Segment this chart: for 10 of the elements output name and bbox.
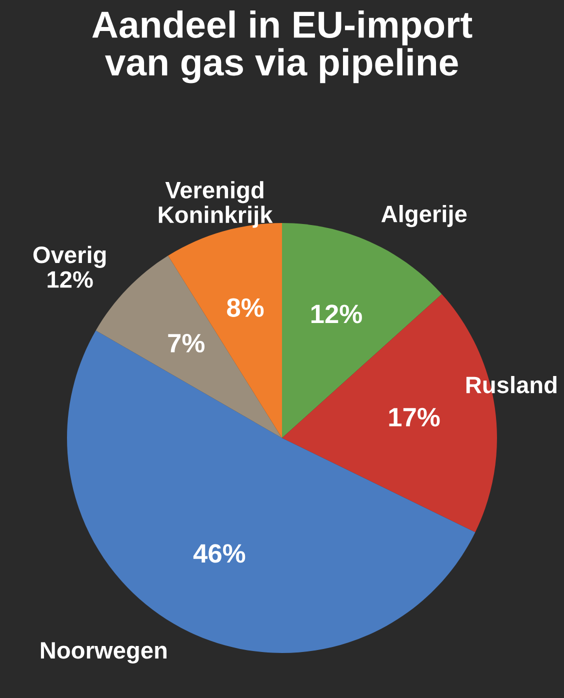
data-label: 12% (311, 304, 362, 324)
data-label: 46% (193, 544, 246, 563)
data-label: 17% (389, 408, 440, 426)
slice-label: Overig 12% (33, 246, 106, 288)
data-label: 7% (168, 334, 204, 352)
data-label: 8% (227, 298, 264, 317)
slice-label: Noorwegen (40, 642, 166, 664)
slice-label: Algerije (381, 204, 467, 228)
chart-title: Aandeel in EU-import van gas via pipeline (92, 10, 472, 84)
slice-label: Verenigd Koninkrijk (158, 181, 273, 228)
